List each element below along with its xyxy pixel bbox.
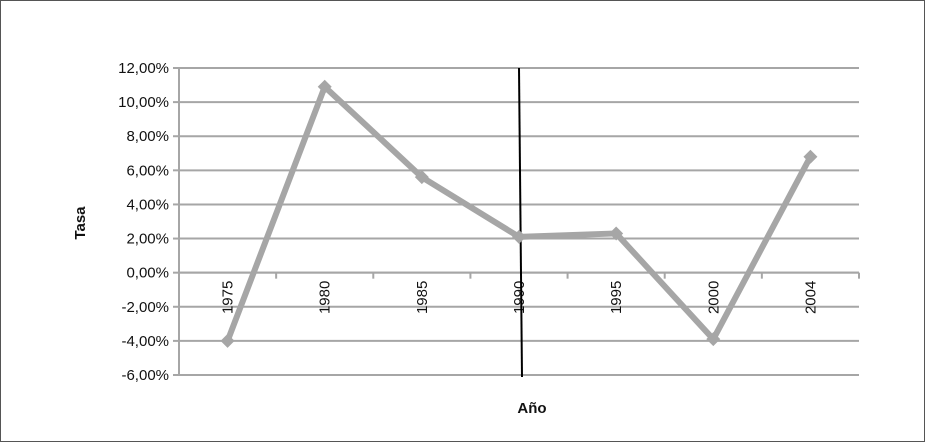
reference-line	[518, 67, 523, 378]
data-point	[706, 332, 721, 347]
y-axis-tick-labels: 12,00% 10,00% 8,00% 6,00% 4,00% 2,00% 0,00% -2,…	[118, 60, 169, 384]
y-tick-label: 0,00%	[126, 265, 169, 282]
x-tick-label: 2004	[802, 281, 819, 314]
data-point	[414, 170, 429, 185]
y-tick-label: 8,00%	[126, 128, 169, 145]
y-tick-label: 4,00%	[126, 196, 169, 213]
x-axis-tick-labels: 1975 1980 1985 1990 1995 2000 2004	[220, 281, 820, 314]
x-tick-label: 1980	[317, 281, 334, 314]
y-tick-label: -6,00%	[121, 367, 169, 384]
data-point	[512, 229, 526, 244]
reference-line-group	[518, 67, 523, 378]
series-group	[220, 79, 818, 348]
x-tick-label: 1990	[511, 281, 528, 314]
x-tick-label: 2000	[705, 281, 722, 314]
data-point	[609, 226, 624, 241]
y-tick-label: -4,00%	[121, 333, 169, 350]
data-point	[803, 149, 818, 164]
y-tick-label: 12,00%	[118, 60, 169, 77]
x-tick-label: 1975	[220, 281, 237, 314]
data-point	[220, 333, 235, 348]
y-tick-label: 6,00%	[126, 162, 169, 179]
x-tick-label: 1985	[414, 281, 431, 314]
y-axis-title: Tasa	[72, 206, 89, 240]
data-point	[317, 79, 332, 94]
y-tick-label: 2,00%	[126, 231, 169, 248]
x-axis-title: Año	[517, 400, 546, 417]
x-tick-label: 1995	[608, 281, 625, 314]
y-tick-label: 10,00%	[118, 94, 169, 111]
y-tick-label: -2,00%	[121, 299, 169, 316]
